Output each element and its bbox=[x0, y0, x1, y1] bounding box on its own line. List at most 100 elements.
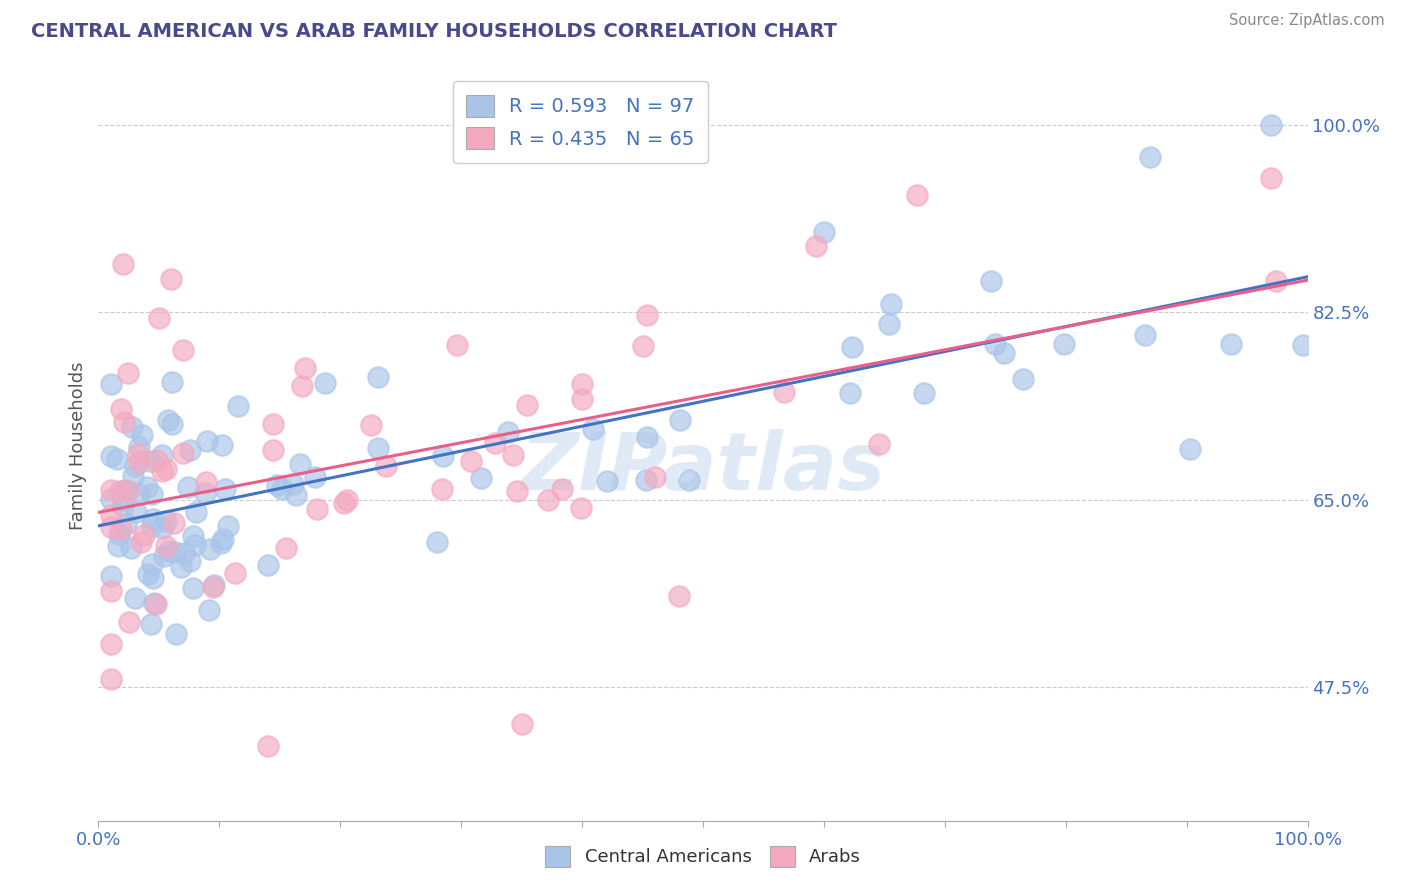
Point bbox=[983, 337, 1005, 351]
Point bbox=[281, 476, 304, 491]
Point bbox=[194, 475, 217, 489]
Text: Source: ZipAtlas.com: Source: ZipAtlas.com bbox=[1229, 13, 1385, 29]
Point bbox=[202, 578, 225, 592]
Point bbox=[100, 519, 122, 533]
Point bbox=[195, 434, 218, 448]
Point bbox=[634, 473, 657, 487]
Point bbox=[117, 366, 139, 380]
Point bbox=[502, 448, 524, 462]
Point bbox=[110, 522, 132, 536]
Point bbox=[114, 483, 136, 497]
Point bbox=[217, 519, 239, 533]
Point bbox=[668, 413, 690, 427]
Point bbox=[804, 239, 827, 253]
Point bbox=[111, 257, 134, 271]
Point bbox=[112, 499, 135, 513]
Point bbox=[122, 468, 145, 483]
Point bbox=[432, 482, 454, 496]
Point bbox=[1292, 338, 1315, 352]
Point bbox=[360, 417, 382, 432]
Point bbox=[125, 505, 148, 519]
Point bbox=[117, 615, 139, 630]
Point bbox=[212, 532, 235, 546]
Point bbox=[177, 479, 200, 493]
Point bbox=[100, 376, 122, 391]
Point bbox=[150, 464, 173, 478]
Point bbox=[150, 521, 173, 535]
Point bbox=[596, 474, 619, 488]
Point bbox=[160, 375, 183, 389]
Point bbox=[772, 384, 794, 399]
Point bbox=[184, 537, 207, 551]
Point bbox=[112, 493, 135, 508]
Point bbox=[100, 637, 122, 651]
Point bbox=[1265, 274, 1288, 288]
Point bbox=[266, 477, 288, 491]
Point bbox=[426, 535, 449, 549]
Point bbox=[879, 317, 901, 331]
Point bbox=[169, 560, 191, 574]
Point bbox=[201, 581, 224, 595]
Point bbox=[270, 482, 292, 496]
Point bbox=[905, 188, 928, 202]
Point bbox=[224, 566, 246, 580]
Point bbox=[367, 441, 389, 455]
Point bbox=[678, 473, 700, 487]
Point bbox=[127, 447, 149, 461]
Point bbox=[136, 567, 159, 582]
Point bbox=[124, 591, 146, 605]
Point bbox=[537, 493, 560, 508]
Point bbox=[262, 443, 284, 458]
Point bbox=[131, 427, 153, 442]
Point bbox=[571, 377, 593, 392]
Point bbox=[470, 471, 492, 485]
Point bbox=[868, 437, 890, 451]
Point bbox=[141, 518, 163, 533]
Point bbox=[332, 495, 354, 509]
Point bbox=[165, 627, 187, 641]
Point bbox=[128, 455, 150, 469]
Point bbox=[143, 595, 166, 609]
Point bbox=[107, 540, 129, 554]
Point bbox=[285, 488, 308, 502]
Point bbox=[446, 338, 468, 352]
Point bbox=[510, 717, 533, 731]
Point bbox=[155, 462, 177, 476]
Point bbox=[1260, 118, 1282, 132]
Point bbox=[256, 739, 278, 753]
Point bbox=[121, 420, 143, 434]
Point bbox=[155, 539, 177, 553]
Point bbox=[209, 535, 232, 549]
Point bbox=[211, 438, 233, 452]
Point bbox=[256, 558, 278, 573]
Point bbox=[141, 557, 163, 571]
Point bbox=[179, 553, 201, 567]
Point bbox=[1219, 336, 1241, 351]
Point bbox=[1133, 328, 1156, 343]
Legend: R = 0.593   N = 97, R = 0.435   N = 65: R = 0.593 N = 97, R = 0.435 N = 65 bbox=[453, 81, 709, 163]
Point bbox=[181, 581, 204, 595]
Point bbox=[179, 442, 201, 457]
Point bbox=[105, 451, 128, 466]
Point bbox=[155, 514, 177, 528]
Point bbox=[980, 274, 1002, 288]
Point bbox=[100, 449, 122, 463]
Point bbox=[172, 343, 194, 357]
Point bbox=[181, 529, 204, 543]
Point bbox=[432, 449, 454, 463]
Point bbox=[636, 430, 658, 444]
Point bbox=[288, 457, 311, 471]
Point bbox=[148, 310, 170, 325]
Point bbox=[336, 493, 359, 508]
Point bbox=[1012, 372, 1035, 386]
Text: ZIPatlas: ZIPatlas bbox=[520, 429, 886, 508]
Point bbox=[582, 422, 605, 436]
Point bbox=[1139, 150, 1161, 164]
Point bbox=[571, 501, 593, 516]
Point bbox=[139, 454, 162, 468]
Point bbox=[112, 416, 135, 430]
Point bbox=[153, 549, 176, 563]
Point bbox=[484, 436, 506, 450]
Point bbox=[226, 399, 249, 413]
Point bbox=[914, 385, 936, 400]
